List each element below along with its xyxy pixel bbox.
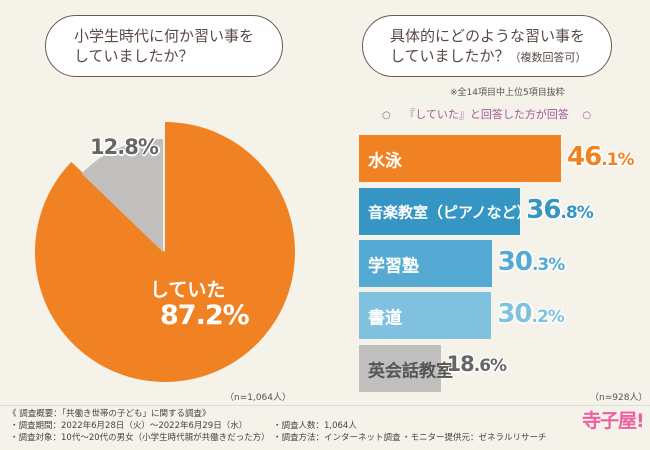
bar-label: 書道 [368, 308, 402, 328]
right-question-box: 具体的にどのような習い事を していましたか？（複数回答可） [362, 15, 612, 77]
footer-target: ・調査対象：10代～20代の男女（小学生時代親が共働きだった方） [10, 433, 270, 443]
circle-icon: ○ [582, 110, 592, 121]
pie-label-shiteita: していた [150, 279, 226, 301]
right-question-line2: していましたか？ [390, 47, 510, 65]
right-question-line1: 具体的にどのような習い事を [390, 27, 586, 45]
bar-value: 36.8% [526, 195, 594, 225]
bar-label: 学習塾 [368, 256, 419, 276]
bar-4: 英会話教室 [359, 345, 453, 392]
footer: 《 調査概要：「共働き世帯の子ども」に関する調査》 ・調査期間：2022年6月2… [0, 405, 650, 450]
bar-2: 学習塾 [359, 240, 492, 287]
bar-label: 水泳 [368, 151, 402, 171]
bar-value: 18.6% [446, 352, 508, 376]
bar-value: 46.1% [567, 142, 635, 172]
footer-provider: ・モニター提供元：ゼネラルリサーチ [402, 433, 547, 443]
logo: 寺子屋! [582, 410, 645, 432]
bar-3: 書道 [359, 292, 492, 339]
pie-value-shiteinai: 12.8% [90, 135, 159, 159]
footer-count: ・調査人数：1,064人 [273, 421, 357, 431]
footer-title: 《 調査概要：「共働き世帯の子ども」に関する調査》 [8, 409, 211, 419]
bar-0: 水泳 [359, 135, 561, 182]
left-question-line2: していましたか？ [74, 47, 194, 65]
bar-value: 30.2% [497, 299, 565, 329]
pie-chart [35, 122, 296, 383]
circle-icon: ○ [382, 110, 391, 121]
bar-label: 音楽教室（ピアノなど） [368, 203, 532, 221]
pie-slice-shiteinai [81, 139, 163, 252]
pie-value-shiteita: 87.2% [160, 300, 250, 331]
bar-value: 30.3% [497, 247, 566, 277]
right-subtitle: ○ 『していた』と回答した方が回答 ○ [382, 108, 592, 121]
left-question-line1: 小学生時代に何か習い事を [74, 27, 255, 45]
right-question-suffix: （複数回答可） [509, 51, 587, 64]
bar-1: 音楽教室（ピアノなど） [359, 188, 532, 235]
pie-slice-shiteita [35, 122, 296, 383]
right-sample-size: （n=928人） [590, 393, 648, 403]
bar-label: 英会話教室 [368, 361, 453, 381]
left-question-box: 小学生時代に何か習い事を していましたか？ [45, 15, 283, 77]
left-sample-size: （n=1,064人） [225, 393, 292, 403]
footer-period: ・調査期間：2022年6月28日（火）～2022年6月29日（水） [10, 421, 248, 431]
right-note: ※全14項目中上位5項目抜粋 [450, 88, 565, 98]
footer-method: ・調査方法：インターネット調査 [273, 433, 401, 443]
